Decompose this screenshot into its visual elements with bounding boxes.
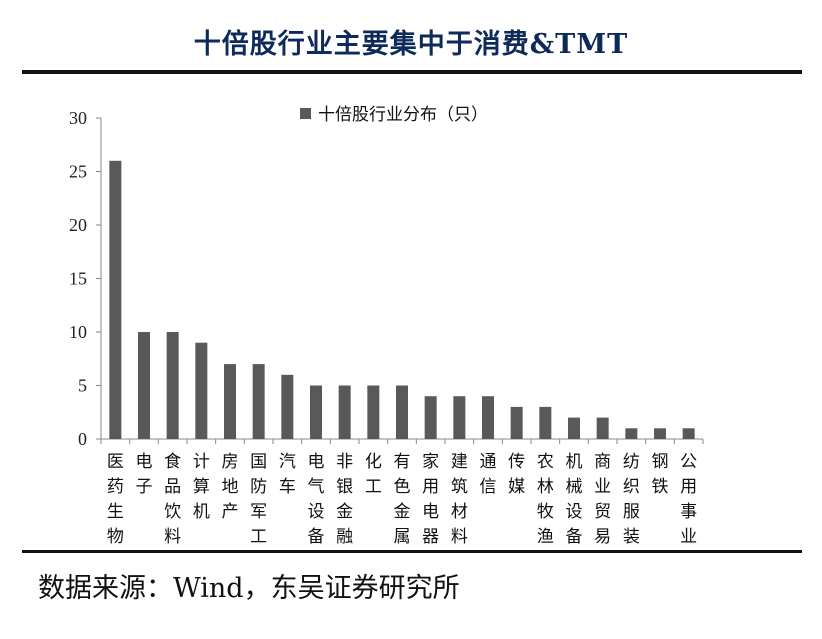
x-category-label: 国防军工 [250, 452, 267, 547]
bar [654, 428, 666, 439]
x-category-label: 房地产 [222, 452, 239, 522]
x-category-label: 家用电器 [422, 452, 439, 547]
x-category-label: 建筑材料 [451, 452, 468, 547]
bar [682, 428, 695, 439]
x-category-label: 汽车 [279, 452, 296, 497]
bar [396, 385, 408, 439]
y-tick-label: 10 [69, 322, 87, 342]
x-category-label: 农林牧渔 [537, 452, 554, 547]
y-tick-label: 15 [69, 269, 87, 289]
bar [195, 342, 208, 439]
legend-label: 十倍股行业分布（只） [318, 105, 488, 125]
top-rule [22, 70, 802, 74]
bar [539, 406, 552, 439]
bar [310, 385, 322, 439]
bar [596, 417, 609, 439]
x-category-label: 食品饮料 [164, 452, 181, 547]
bar [338, 385, 351, 439]
x-category-label: 非银金融 [336, 452, 353, 547]
x-category-label: 钢铁 [652, 452, 669, 497]
bar [224, 364, 236, 439]
legend-swatch [300, 108, 311, 119]
bar [138, 332, 150, 439]
bar [252, 364, 265, 439]
bar [109, 160, 122, 440]
x-category-label: 有色金属 [394, 452, 411, 547]
x-category-label: 公用事业 [680, 452, 697, 547]
bar [424, 396, 437, 439]
x-category-label: 计算机 [193, 452, 210, 522]
chart-title: 十倍股行业主要集中于消费&TMT [193, 29, 629, 60]
x-category-label: 纺织服装 [623, 452, 640, 547]
y-tick-label: 25 [69, 162, 87, 182]
bottom-rule [22, 550, 802, 553]
x-category-label: 传媒 [508, 452, 525, 497]
x-category-label: 医药生物 [107, 452, 124, 547]
x-category-label: 化工 [365, 452, 382, 497]
bar [625, 428, 638, 439]
bar [281, 374, 294, 439]
y-tick-label: 0 [78, 429, 87, 449]
bar [453, 396, 466, 439]
bar [166, 332, 179, 439]
x-category-label: 电子 [136, 452, 153, 497]
x-category-label: 电气设备 [308, 452, 325, 547]
bar [367, 385, 380, 439]
bar [482, 396, 494, 439]
bar-chart: 0 5 10 15 20 25 30 十倍股行业分布（只） 医药生物电子食品饮料计算机房地产… [69, 105, 704, 547]
x-category-label: 通信 [480, 452, 497, 497]
x-category-label: 商业贸易 [594, 452, 611, 547]
y-tick-label: 30 [69, 108, 87, 128]
bar [510, 406, 523, 439]
x-category-label: 机械设备 [566, 452, 583, 547]
bar [568, 417, 580, 439]
y-tick-label: 5 [78, 376, 87, 396]
source-note: 数据来源：Wind，东吴证券研究所 [38, 573, 460, 604]
y-tick-label: 20 [69, 215, 87, 235]
